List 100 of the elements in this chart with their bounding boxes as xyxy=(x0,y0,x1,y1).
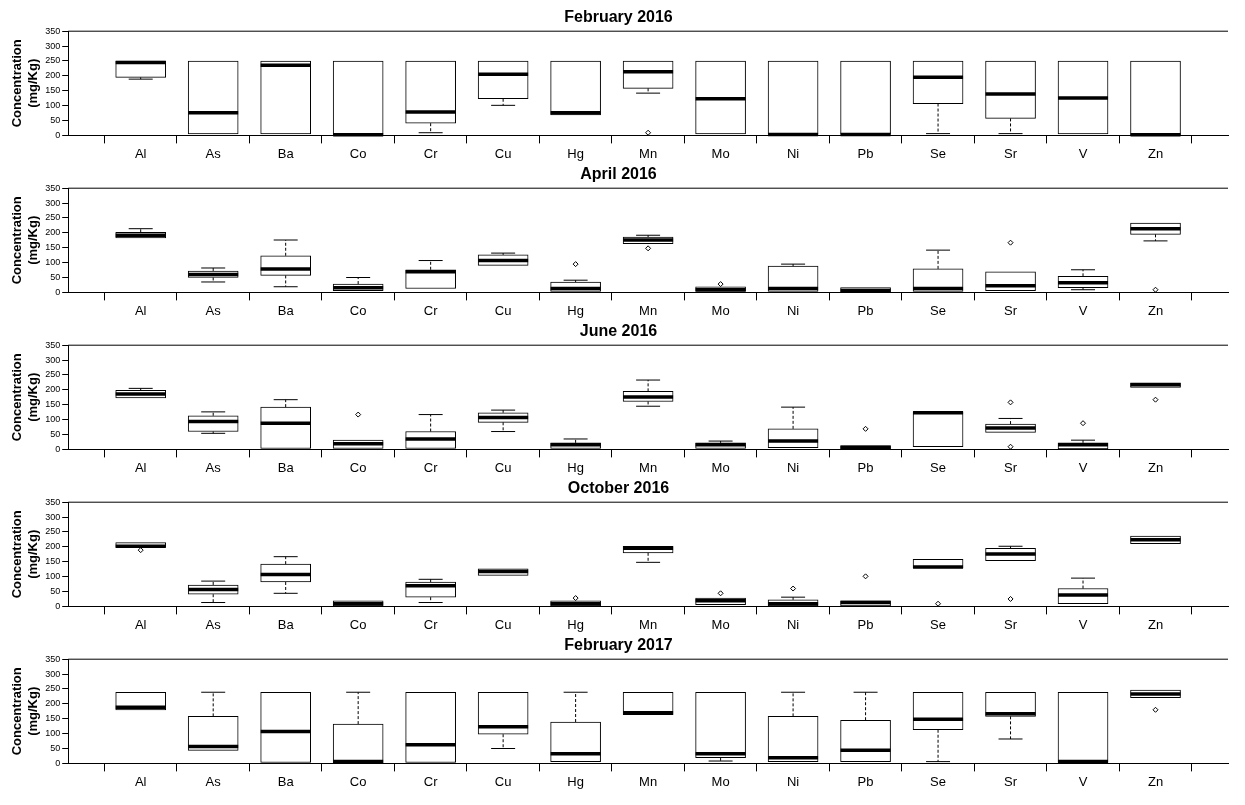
x-tick-label: Ba xyxy=(277,459,295,475)
x-tick-label: Zn xyxy=(1147,459,1164,475)
y-tick-label: 200 xyxy=(45,70,61,81)
x-tick-label: Ni xyxy=(786,616,800,632)
x-tick-label: Ni xyxy=(786,302,800,318)
x-tick-label: Se xyxy=(930,145,947,161)
y-tick-label: 100 xyxy=(45,100,61,111)
y-tick-label: 150 xyxy=(45,242,61,253)
y-tick-label: 250 xyxy=(45,526,61,537)
x-tick-label: Hg xyxy=(567,773,584,789)
y-axis-title: Concentration (mg/Kg) xyxy=(9,510,40,599)
y-tick-label: 100 xyxy=(45,257,61,268)
y-tick-label: 150 xyxy=(45,85,61,96)
x-tick-label: Co xyxy=(349,145,367,161)
x-tick-label: Se xyxy=(930,459,947,475)
x-tick-label: Pb xyxy=(857,459,874,475)
y-tick-label: 300 xyxy=(45,511,61,522)
x-tick-label: Cr xyxy=(423,459,439,475)
x-tick-label: Pb xyxy=(857,773,874,789)
x-tick-label: Al xyxy=(134,145,147,161)
x-tick-label: Cu xyxy=(494,302,512,318)
y-tick-label: 0 xyxy=(55,600,61,611)
x-tick-label: V xyxy=(1078,459,1088,475)
y-tick-label: 150 xyxy=(45,556,61,567)
y-tick-label: 300 xyxy=(45,354,61,365)
y-tick-label: 0 xyxy=(55,443,61,454)
x-tick-label: Ni xyxy=(786,145,800,161)
x-tick-label: Ni xyxy=(786,773,800,789)
x-tick-label: Co xyxy=(349,616,367,632)
chart-title: June 2016 xyxy=(579,322,658,340)
y-tick-label: 250 xyxy=(45,55,61,66)
chart-title: February 2017 xyxy=(564,636,673,654)
x-tick-label: Co xyxy=(349,459,367,475)
x-tick-label: Sr xyxy=(1004,616,1018,632)
y-tick-label: 200 xyxy=(45,384,61,395)
x-tick-label: As xyxy=(205,773,222,789)
x-tick-label: Pb xyxy=(857,302,874,318)
x-tick-label: Cu xyxy=(494,459,512,475)
x-tick-label: Mn xyxy=(639,302,658,318)
x-tick-label: Ba xyxy=(277,773,295,789)
x-tick-label: Co xyxy=(349,773,367,789)
x-tick-label: Mn xyxy=(639,459,658,475)
y-tick-label: 100 xyxy=(45,571,61,582)
y-tick-label: 50 xyxy=(50,272,61,282)
x-tick-label: Ni xyxy=(786,459,800,475)
y-tick-label: 350 xyxy=(45,339,61,350)
y-tick-label: 100 xyxy=(45,414,61,425)
y-axis-title: Concentration (mg/Kg) xyxy=(9,39,40,128)
chart-title: February 2016 xyxy=(564,8,673,26)
y-tick-label: 50 xyxy=(50,743,61,753)
x-tick-label: Zn xyxy=(1147,302,1164,318)
x-tick-label: Hg xyxy=(567,459,584,475)
x-tick-label: Zn xyxy=(1147,773,1164,789)
y-tick-label: 250 xyxy=(45,369,61,380)
x-tick-label: As xyxy=(205,302,222,318)
x-tick-label: Al xyxy=(134,302,147,318)
y-tick-label: 350 xyxy=(45,496,61,507)
x-tick-label: Cr xyxy=(423,616,439,632)
x-tick-label: Hg xyxy=(567,145,584,161)
x-tick-label: Mo xyxy=(711,302,730,318)
y-axis-title: Concentration (mg/Kg) xyxy=(9,353,40,442)
y-tick-label: 300 xyxy=(45,668,61,679)
y-tick-label: 200 xyxy=(45,541,61,552)
x-tick-label: Cu xyxy=(494,616,512,632)
y-tick-label: 50 xyxy=(50,429,61,439)
x-tick-label: Mn xyxy=(639,773,658,789)
y-tick-label: 100 xyxy=(45,728,61,739)
x-tick-label: Se xyxy=(930,773,947,789)
x-tick-label: Mo xyxy=(711,616,730,632)
x-tick-label: As xyxy=(205,145,222,161)
x-tick-label: Zn xyxy=(1147,616,1164,632)
y-tick-label: 50 xyxy=(50,115,61,125)
x-tick-label: As xyxy=(205,459,222,475)
y-tick-label: 350 xyxy=(45,25,61,36)
y-axis-title: Concentration (mg/Kg) xyxy=(9,667,40,756)
x-tick-label: Mo xyxy=(711,145,730,161)
x-tick-label: Cu xyxy=(494,773,512,789)
y-tick-label: 0 xyxy=(55,286,61,297)
x-tick-label: Pb xyxy=(857,145,874,161)
x-tick-label: Co xyxy=(349,302,367,318)
x-tick-label: Cr xyxy=(423,145,439,161)
x-tick-label: Cu xyxy=(494,145,512,161)
x-tick-label: Al xyxy=(134,459,147,475)
y-tick-label: 250 xyxy=(45,683,61,694)
x-tick-label: V xyxy=(1078,145,1088,161)
x-tick-label: Mn xyxy=(639,145,658,161)
x-tick-label: Mn xyxy=(639,616,658,632)
y-axis-title: Concentration (mg/Kg) xyxy=(9,196,40,285)
x-tick-label: Ba xyxy=(277,616,295,632)
x-tick-label: V xyxy=(1078,616,1088,632)
y-tick-label: 200 xyxy=(45,698,61,709)
x-tick-label: Sr xyxy=(1004,145,1018,161)
y-tick-label: 150 xyxy=(45,713,61,724)
y-tick-label: 350 xyxy=(45,182,61,193)
x-tick-label: Mo xyxy=(711,459,730,475)
y-tick-label: 350 xyxy=(45,653,61,664)
x-tick-label: Mo xyxy=(711,773,730,789)
y-tick-label: 300 xyxy=(45,197,61,208)
x-tick-label: Pb xyxy=(857,616,874,632)
y-tick-label: 200 xyxy=(45,227,61,238)
